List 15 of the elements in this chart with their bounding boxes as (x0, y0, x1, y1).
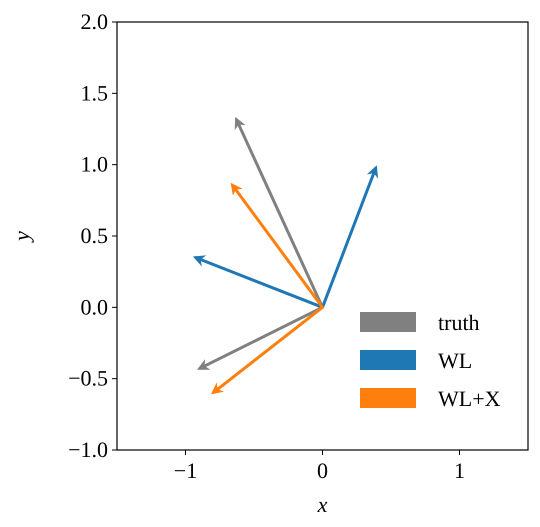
legend-label: WL (438, 348, 472, 373)
y-tick-label: 2.0 (80, 9, 108, 34)
legend-label: truth (438, 310, 480, 335)
y-tick-label: 0.0 (80, 294, 108, 320)
legend-label: WL+X (438, 386, 501, 411)
x-axis-title: x (316, 492, 328, 517)
y-tick-label: 0.5 (80, 223, 108, 248)
y-tick-label: 1.0 (80, 152, 108, 177)
y-tick-label: −1.0 (68, 437, 108, 462)
y-axis-title: y (9, 230, 34, 243)
x-tick-label: 0 (317, 458, 328, 483)
x-tick-label: 1 (454, 458, 465, 483)
x-tick-label: −1 (174, 458, 198, 483)
y-tick-label: 1.5 (80, 80, 108, 106)
y-tick-label: −0.5 (68, 366, 108, 391)
